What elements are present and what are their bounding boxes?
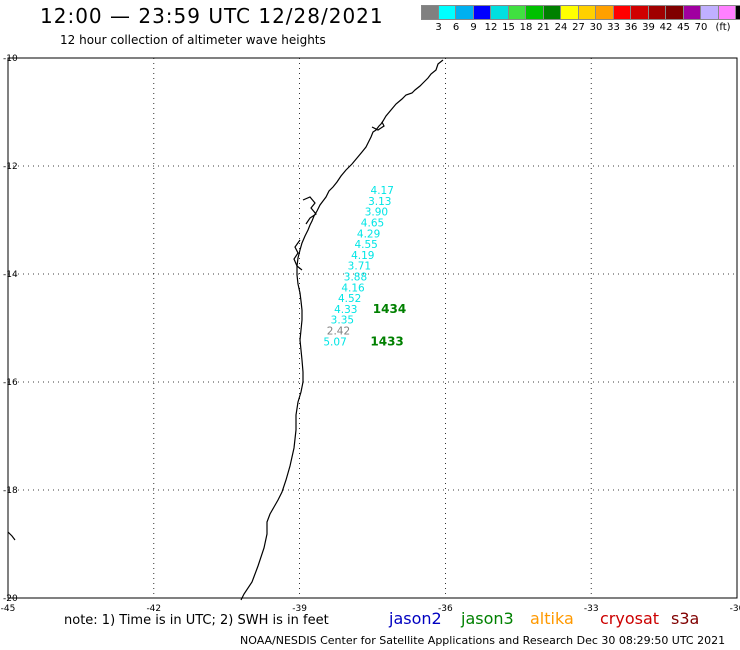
colorbar-label: 21 <box>537 22 550 33</box>
colorbar-label: 36 <box>624 22 638 33</box>
river-mouth-detail <box>371 121 385 131</box>
colorbar-swatch <box>648 5 666 20</box>
colorbar-swatch <box>473 5 491 20</box>
colorbar-swatch <box>596 5 614 20</box>
colorbar-swatch <box>456 5 474 20</box>
latitude-tick-label: -16 <box>3 378 18 388</box>
colorbar-label: 45 <box>677 22 690 33</box>
latitude-tick-label: -10 <box>3 54 18 64</box>
mission-legend-altika: altika <box>530 609 574 628</box>
colorbar-label: 70 <box>694 22 708 33</box>
colorbar-swatch <box>526 5 544 20</box>
wave-height-label: 4.52 <box>338 293 361 305</box>
colorbar-label: 30 <box>589 22 603 33</box>
colorbar-swatch <box>421 5 439 20</box>
wave-height-colorbar <box>421 5 740 20</box>
colorbar-swatch <box>718 5 736 20</box>
colorbar-label: 6 <box>452 22 460 33</box>
wave-height-label: 4.19 <box>351 250 374 262</box>
note-text: note: 1) Time is in UTC; 2) SWH is in fe… <box>64 613 329 628</box>
pass-number-label: 1433 <box>370 334 403 348</box>
island-detail <box>7 531 16 541</box>
map-frame <box>7 57 738 599</box>
colorbar-swatch <box>438 5 456 20</box>
colorbar-unit: (ft) <box>715 22 731 33</box>
colorbar-swatch <box>631 5 649 20</box>
latitude-tick-label: -12 <box>3 162 18 172</box>
pass-number-label: 1434 <box>373 302 406 316</box>
estuary-detail <box>293 239 303 271</box>
mission-legend-jason3: jason3 <box>461 609 514 628</box>
colorbar-label: 3 <box>435 22 442 33</box>
longitude-tick-label: -42 <box>146 604 161 614</box>
axis-tick-labels: -10 -12 -14 -16 -18 -20-45 -42 -39 -36 -33 -30 <box>1 54 740 614</box>
wave-height-label: 4.29 <box>357 228 380 240</box>
page-title: 12:00 — 23:59 UTC 12/28/2021 <box>40 4 384 28</box>
coastline <box>240 59 444 601</box>
wave-height-label: 4.17 <box>371 185 394 197</box>
wave-height-label: 4.16 <box>341 282 365 294</box>
latitude-tick-label: -14 <box>3 270 18 280</box>
longitude-tick-label: -39 <box>292 604 307 614</box>
wave-height-label: 3.35 <box>331 315 354 327</box>
latitude-tick-label: -20 <box>3 594 18 604</box>
colorbar-label: 15 <box>502 22 515 33</box>
wave-height-label: 3.13 <box>368 196 391 208</box>
colorbar-label: 39 <box>642 22 655 33</box>
longitude-tick-label: -30 <box>730 604 740 614</box>
colorbar-label: 27 <box>572 22 585 33</box>
colorbar-label: 33 <box>607 22 620 33</box>
mission-legend-jason2: jason2 <box>389 609 442 628</box>
wave-height-label: 4.33 <box>334 304 357 316</box>
wave-height-label: 2.42 <box>327 325 350 337</box>
colorbar-label: 9 <box>470 22 477 33</box>
bay-detail <box>302 196 317 225</box>
longitude-tick-label: -36 <box>438 604 453 614</box>
wave-height-label: 3.90 <box>365 207 388 219</box>
wave-height-observations: 4.173.133.904.654.294.554.193.713.884.16… <box>323 185 394 348</box>
credit-line: NOAA/NESDIS Center for Satellite Applica… <box>240 634 726 647</box>
pass-numbers: 1434 1433 <box>370 302 406 348</box>
wave-height-label: 3.88 <box>344 271 367 283</box>
colorbar-swatch <box>683 5 701 20</box>
colorbar-swatch <box>666 5 684 20</box>
map-grid <box>7 57 738 599</box>
colorbar-label: 12 <box>484 22 498 33</box>
wave-height-label: 5.07 <box>323 336 346 348</box>
page-subtitle: 12 hour collection of altimeter wave hei… <box>60 33 326 47</box>
colorbar-swatch <box>543 5 561 20</box>
colorbar-swatch <box>701 5 719 20</box>
colorbar-swatch <box>578 5 596 20</box>
longitude-tick-label: -33 <box>584 604 599 614</box>
longitude-tick-label: -45 <box>1 604 16 614</box>
colorbar-label: 42 <box>659 22 673 33</box>
colorbar-swatch <box>491 5 509 20</box>
mission-legend-s3a: s3a <box>671 609 700 628</box>
mission-legend-cryosat: cryosat <box>600 609 660 628</box>
colorbar-swatch <box>736 5 740 20</box>
wave-height-label: 4.55 <box>354 239 377 251</box>
colorbar-label: 18 <box>519 22 533 33</box>
wave-height-label: 4.65 <box>361 217 384 229</box>
latitude-tick-label: -18 <box>3 486 18 496</box>
colorbar-swatch <box>613 5 631 20</box>
colorbar-swatch <box>561 5 579 20</box>
wave-height-label: 3.71 <box>348 261 371 273</box>
colorbar-label: 24 <box>554 22 568 33</box>
colorbar-swatch <box>508 5 526 20</box>
